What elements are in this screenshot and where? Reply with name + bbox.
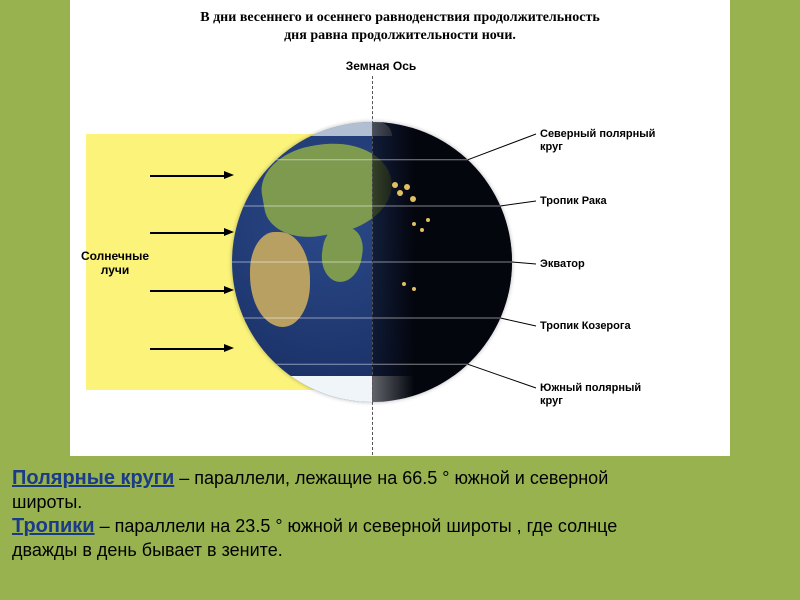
label-equator: Экватор	[540, 258, 585, 271]
definition-tropics: Тропики – параллели на 23.5 ° южной и се…	[12, 514, 617, 539]
diagram-title-line1: В дни весеннего и осеннего равноденствия…	[70, 10, 730, 26]
slide-canvas: В дни весеннего и осеннего равноденствия…	[0, 0, 800, 600]
definitions-block: Полярные круги – параллели, лежащие на 6…	[12, 466, 617, 561]
label-sunrays: Солнечные лучи	[80, 250, 150, 278]
definition-polar-circles: Полярные круги – параллели, лежащие на 6…	[12, 466, 617, 491]
term-tropics: Тропики	[12, 515, 95, 537]
diagram-panel: В дни весеннего и осеннего равноденствия…	[70, 0, 730, 456]
label-antarctic-circle: Южный полярный круг	[540, 382, 641, 407]
definition-text: – параллели на 23.5 ° южной и северной ш…	[95, 516, 618, 536]
diagram-title-line2: дня равна продолжительности ночи.	[70, 28, 730, 44]
earth-axis-line	[372, 76, 373, 455]
definition-text: – параллели, лежащие на 66.5 ° южной и с…	[174, 468, 608, 488]
definition-text: дважды в день бывает в зените.	[12, 539, 617, 562]
term-polar-circles: Полярные круги	[12, 467, 174, 489]
label-arctic-circle: Северный полярный круг	[540, 128, 655, 153]
label-tropic-capricorn: Тропик Козерога	[540, 320, 631, 333]
label-tropic-cancer: Тропик Рака	[540, 195, 607, 208]
definition-text: широты.	[12, 491, 617, 514]
label-axis: Земная Ось	[336, 60, 426, 74]
